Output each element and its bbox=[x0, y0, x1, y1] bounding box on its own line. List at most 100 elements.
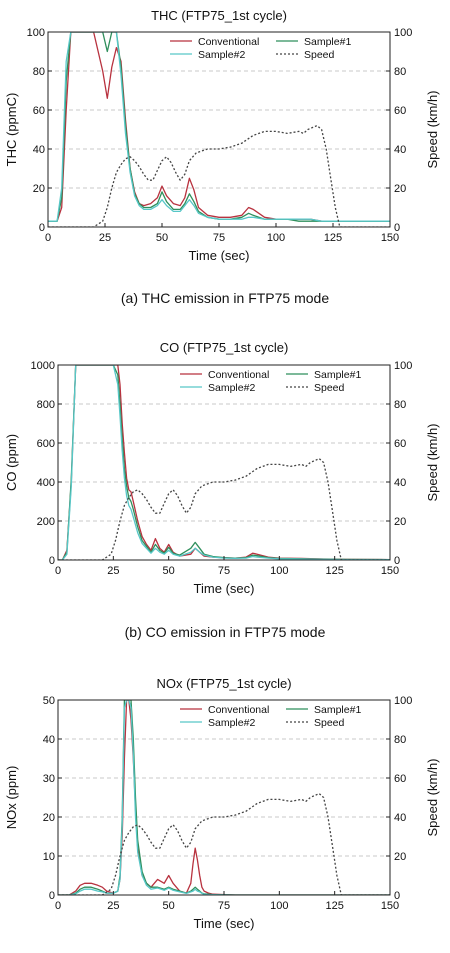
legend-label-sample2: Sample#2 bbox=[198, 49, 245, 61]
x-tick-label: 150 bbox=[381, 232, 399, 244]
y2-tick-label: 60 bbox=[394, 105, 406, 117]
y-tick-label: 600 bbox=[37, 438, 55, 450]
series-line-speed bbox=[58, 792, 390, 895]
y-tick-label: 1000 bbox=[31, 360, 55, 372]
y-tick-label: 30 bbox=[43, 773, 55, 785]
legend-label-sample2: Sample#2 bbox=[208, 717, 255, 729]
x-tick-label: 100 bbox=[270, 565, 288, 577]
y-tick-label: 200 bbox=[37, 516, 55, 528]
y-tick-label: 0 bbox=[39, 222, 45, 234]
x-tick-label: 100 bbox=[267, 232, 285, 244]
legend-label-speed: Speed bbox=[314, 382, 345, 394]
y-axis-label: NOx (ppm) bbox=[4, 766, 19, 830]
thc-chart-svg: THC (FTP75_1st cycle)0 25 50 75 100 125 150020… bbox=[4, 8, 440, 263]
y-tick-label: 100 bbox=[27, 27, 45, 39]
caption-a: (a) THC emission in FTP75 mode bbox=[120, 290, 330, 306]
legend-label-conventional: Conventional bbox=[208, 704, 269, 716]
y2-tick-label: 0 bbox=[394, 222, 400, 234]
y2-tick-label: 0 bbox=[394, 890, 400, 902]
y2-tick-label: 20 bbox=[394, 516, 406, 528]
x-tick-label: 25 bbox=[107, 565, 119, 577]
y-tick-label: 0 bbox=[49, 555, 55, 567]
series-line-speed bbox=[48, 124, 390, 227]
chart-title: THC (FTP75_1st cycle) bbox=[151, 8, 287, 23]
legend-label-sample2: Sample#2 bbox=[208, 382, 255, 394]
y-axis-label: CO (ppm) bbox=[4, 434, 19, 491]
y-tick-label: 80 bbox=[33, 66, 45, 78]
y-tick-label: 20 bbox=[33, 183, 45, 195]
series-group bbox=[58, 700, 390, 895]
thc-chart: THC (FTP75_1st cycle) 0 25 50 75 100 125 150 0 20… bbox=[0, 0, 450, 270]
x-axis-label: Time (sec) bbox=[194, 916, 255, 931]
series-group bbox=[48, 32, 390, 227]
x-tick-label: 0 bbox=[55, 565, 61, 577]
plot-frame bbox=[57, 699, 391, 896]
chart-title: NOx (FTP75_1st cycle) bbox=[156, 676, 291, 691]
x-tick-label: 75 bbox=[218, 565, 230, 577]
x-tick-label: 75 bbox=[218, 900, 230, 912]
y2-axis-label: Speed (km/h) bbox=[425, 423, 440, 501]
series-line-sample1 bbox=[58, 700, 390, 895]
y2-tick-label: 80 bbox=[394, 734, 406, 746]
legend-label-conventional: Conventional bbox=[198, 36, 259, 48]
x-tick-label: 150 bbox=[381, 565, 399, 577]
y-tick-label: 10 bbox=[43, 851, 55, 863]
co-chart: CO (FTP75_1st cycle) 0 25 50 75 100 125 150 0 200… bbox=[0, 332, 450, 602]
x-axis-label: Time (sec) bbox=[189, 248, 250, 263]
x-tick-label: 125 bbox=[325, 565, 343, 577]
x-tick-label: 125 bbox=[324, 232, 342, 244]
y-tick-label: 40 bbox=[33, 144, 45, 156]
y2-tick-label: 60 bbox=[394, 438, 406, 450]
y-tick-label: 0 bbox=[49, 890, 55, 902]
series-line-conventional bbox=[58, 700, 390, 895]
y2-tick-label: 100 bbox=[394, 360, 412, 372]
legend-label-sample1: Sample#1 bbox=[314, 704, 361, 716]
legend-label-sample1: Sample#1 bbox=[314, 369, 361, 381]
y-tick-label: 60 bbox=[33, 105, 45, 117]
series-line-speed bbox=[58, 457, 390, 560]
x-tick-label: 50 bbox=[156, 232, 168, 244]
x-tick-label: 50 bbox=[163, 900, 175, 912]
y2-tick-label: 40 bbox=[394, 144, 406, 156]
co-chart-svg: CO (FTP75_1st cycle)0 25 50 75 100 125 1500200… bbox=[4, 340, 440, 596]
y2-tick-label: 20 bbox=[394, 183, 406, 195]
legend-label-sample1: Sample#1 bbox=[304, 36, 351, 48]
legend-label-speed: Speed bbox=[314, 717, 345, 729]
x-tick-label: 0 bbox=[45, 232, 51, 244]
chart-title: CO (FTP75_1st cycle) bbox=[160, 340, 289, 355]
series-line-sample2 bbox=[48, 32, 390, 222]
legend-label-speed: Speed bbox=[304, 49, 335, 61]
y2-tick-label: 0 bbox=[394, 555, 400, 567]
caption-b: (b) CO emission in FTP75 mode bbox=[124, 624, 326, 640]
y-tick-label: 50 bbox=[43, 695, 55, 707]
series-line-conventional bbox=[58, 365, 390, 560]
x-tick-label: 25 bbox=[99, 232, 111, 244]
x-tick-label: 100 bbox=[270, 900, 288, 912]
legend-label-conventional: Conventional bbox=[208, 369, 269, 381]
x-tick-label: 75 bbox=[213, 232, 225, 244]
y-tick-label: 800 bbox=[37, 399, 55, 411]
y2-tick-label: 80 bbox=[394, 66, 406, 78]
x-tick-label: 25 bbox=[107, 900, 119, 912]
x-axis-label: Time (sec) bbox=[194, 581, 255, 596]
y-axis-label: THC (ppmC) bbox=[4, 93, 19, 167]
y2-tick-label: 60 bbox=[394, 773, 406, 785]
series-line-sample2 bbox=[58, 700, 390, 895]
y2-axis-label: Speed (km/h) bbox=[425, 758, 440, 836]
y2-tick-label: 100 bbox=[394, 695, 412, 707]
series-group bbox=[58, 365, 390, 560]
x-tick-label: 125 bbox=[325, 900, 343, 912]
nox-chart-svg: NOx (FTP75_1st cycle)0 25 50 75 100 125 150010… bbox=[4, 676, 440, 931]
y-tick-label: 20 bbox=[43, 812, 55, 824]
y2-tick-label: 100 bbox=[394, 27, 412, 39]
y-tick-label: 40 bbox=[43, 734, 55, 746]
y2-tick-label: 40 bbox=[394, 477, 406, 489]
series-line-sample1 bbox=[58, 365, 390, 560]
y2-axis-label: Speed (km/h) bbox=[425, 90, 440, 168]
y2-tick-label: 20 bbox=[394, 851, 406, 863]
x-tick-label: 50 bbox=[163, 565, 175, 577]
nox-chart: NOx (FTP75_1st cycle) 0 25 50 75 100 125 150 0 10… bbox=[0, 668, 450, 938]
x-tick-label: 0 bbox=[55, 900, 61, 912]
y-tick-label: 400 bbox=[37, 477, 55, 489]
y2-tick-label: 80 bbox=[394, 399, 406, 411]
